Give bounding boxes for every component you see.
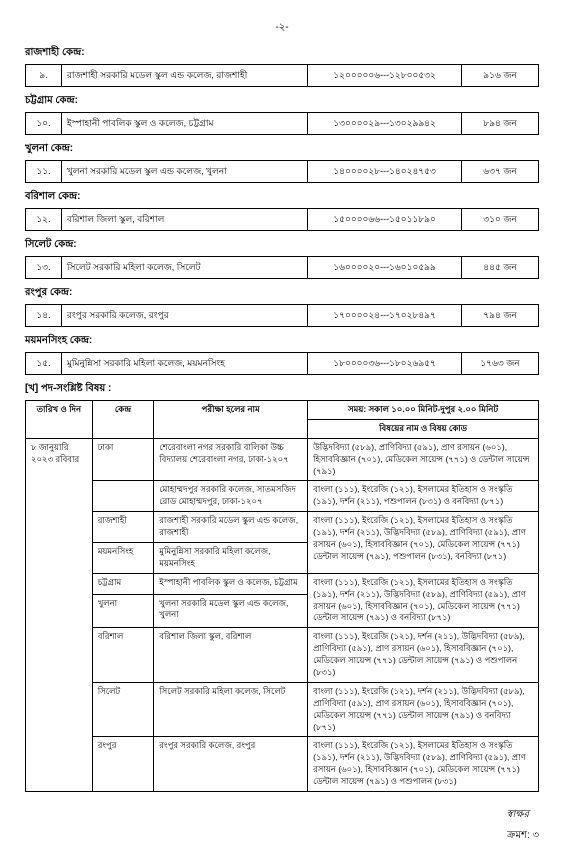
cell-sn: ১৪.: [26, 305, 62, 327]
table-row: ১১.খুলনা সরকারি মডেল স্কুল এন্ড কলেজ, খু…: [26, 161, 539, 183]
cell-count: ৯১৬ জন: [462, 65, 539, 87]
header-time: সময়: সকাল ১০.০০ মিনিট-দুপুর ২.০০ মিনিট: [308, 401, 539, 420]
cell-center: রংপুর: [92, 737, 154, 792]
center-table: ১৪.রংপুর সরকারি কলেজ, রংপুর১৭০০০০২৪---১৭…: [25, 304, 539, 327]
cell-name: ইস্পাহানী পাবলিক স্কুল ও কলেজ, চট্টগ্রাম: [61, 113, 307, 135]
cell-roll: ১৪০০০০২৮---১৪০২৪৭৫৩: [308, 161, 462, 183]
cell-subject: বাংলা (১১১), ইংরেজি (১২১), ইসলামের ইতিহা…: [308, 481, 539, 512]
header-hall: পরীক্ষা হলের নাম: [154, 401, 308, 439]
header-subject: বিষয়ের নাম ও বিষয় কোড: [308, 419, 539, 438]
cell-center: ঢাকা: [92, 438, 154, 481]
cell-hall: মুমিনুন্নিসা সরকারি মহিলা কলেজ, ময়মনসিং…: [154, 543, 308, 574]
cell-roll: ১৫০০০০৬৬---১৫০১১৮৯০: [308, 209, 462, 231]
center-table: ১৩.সিলেট সরকারি মহিলা কলেজ, সিলেট১৬০০০০২…: [25, 256, 539, 279]
cell-count: ৪৪৫ জন: [462, 257, 539, 279]
cell-center: সিলেট: [92, 682, 154, 737]
page-number: -২-: [25, 20, 539, 37]
subject-section-label: [খ] পদ-সংশ্লিষ্ট বিষয় :: [25, 381, 539, 398]
cell-name: রংপুর সরকারি কলেজ, রংপুর: [61, 305, 307, 327]
cell-hall: রংপুর সরকারি কলেজ, রংপুর: [154, 737, 308, 792]
center-label: চট্টগ্রাম কেন্দ্র:: [25, 93, 539, 110]
cell-hall: ইস্পাহানী পাবলিক স্কুল ও কলেজ, চট্টগ্রাম: [154, 573, 308, 594]
cell-count: ৭৯৪ জন: [462, 305, 539, 327]
cell-hall: মোহাম্মদপুর সরকারি কলেজ, সাতমসজিদ রোড মো…: [154, 481, 308, 512]
center-table: ১২.বরিশাল জিলা স্কুল, বরিশাল১৫০০০০৬৬---১…: [25, 208, 539, 231]
table-row: রংপুররংপুর সরকারি কলেজ, রংপুরবাংলা (১১১)…: [26, 737, 539, 792]
header-center: কেন্দ্র: [92, 401, 154, 439]
cell-center: চট্টগ্রাম: [92, 573, 154, 594]
table-row: ১৩.সিলেট সরকারি মহিলা কলেজ, সিলেট১৬০০০০২…: [26, 257, 539, 279]
cell-hall: শেরেবাংলা নগর সরকারি বালিকা উচ্চ বিদ্যাল…: [154, 438, 308, 481]
table-row: ৮ জানুয়ারি ২০২৩ রবিবারঢাকাশেরেবাংলা নগর…: [26, 438, 539, 481]
center-label: রংপুর কেন্দ্র:: [25, 285, 539, 302]
cell-count: ৬৩৭ জন: [462, 161, 539, 183]
center-table: ১১.খুলনা সরকারি মডেল স্কুল এন্ড কলেজ, খু…: [25, 160, 539, 183]
cell-center: খুলনা: [92, 594, 154, 628]
cell-center: ময়মনসিংহ: [92, 543, 154, 574]
cell-subject: উদ্ভিদবিদ্যা (৫৮৯), প্রাণিবিদ্যা (৫৯১), …: [308, 438, 539, 481]
table-row: মোহাম্মদপুর সরকারি কলেজ, সাতমসজিদ রোড মো…: [26, 481, 539, 512]
continuation: ক্রমশ: ৩: [507, 830, 539, 841]
cell-sn: ৯.: [26, 65, 62, 87]
table-row: রাজশাহীরাজশাহী সরকারি মডেল স্কুল এন্ড কল…: [26, 512, 539, 543]
cell-subject: বাংলা (১১১), ইংরেজি (১২১), ইসলামের ইতিহা…: [308, 512, 539, 574]
center-label: খুলনা কেন্দ্র:: [25, 141, 539, 158]
cell-roll: ১৮০০০০৩৬---১৮০২৬৯৫৭: [308, 353, 462, 375]
cell-name: রাজশাহী সরকারি মডেল স্কুল এন্ড কলেজ, রাজ…: [61, 65, 307, 87]
cell-sn: ১২.: [26, 209, 62, 231]
table-row: ১০.ইস্পাহানী পাবলিক স্কুল ও কলেজ, চট্টগ্…: [26, 113, 539, 135]
cell-sn: ১৫.: [26, 353, 62, 375]
table-row: ১৫.মুমিনুন্নিসা সরকারি মহিলা কলেজ, ময়মন…: [26, 353, 539, 375]
cell-subject: বাংলা (১১১), ইংরেজি (১২১), ইসলামের ইতিহা…: [308, 573, 539, 628]
table-row: সিলেটসিলেট সরকারি মহিলা কলেজ, সিলেটবাংলা…: [26, 682, 539, 737]
cell-sn: ১৩.: [26, 257, 62, 279]
cell-hall: সিলেট সরকারি মহিলা কলেজ, সিলেট: [154, 682, 308, 737]
cell-center: রাজশাহী: [92, 512, 154, 543]
table-row: ৯.রাজশাহী সরকারি মডেল স্কুল এন্ড কলেজ, র…: [26, 65, 539, 87]
signature: স্বাক্ষর: [506, 807, 529, 824]
cell-roll: ১৬০০০০২০---১৬০১০৫৯৯: [308, 257, 462, 279]
cell-roll: ১২০০০০০৬---১২৮০০৫৩২: [308, 65, 462, 87]
cell-date: ৮ জানুয়ারি ২০২৩ রবিবার: [26, 438, 93, 791]
cell-hall: বরিশাল জিলা স্কুল, বরিশাল: [154, 628, 308, 683]
cell-hall: খুলনা সরকারি মডেল স্কুল এন্ড কলেজ, খুলনা: [154, 594, 308, 628]
cell-count: ১৭৬৩ জন: [462, 353, 539, 375]
cell-sn: ১০.: [26, 113, 62, 135]
cell-roll: ১৩০০০০২৯---১৩০২৯৯৪২: [308, 113, 462, 135]
cell-name: বরিশাল জিলা স্কুল, বরিশাল: [61, 209, 307, 231]
center-table: ৯.রাজশাহী সরকারি মডেল স্কুল এন্ড কলেজ, র…: [25, 64, 539, 87]
center-label: বরিশাল কেন্দ্র:: [25, 189, 539, 206]
center-label: সিলেট কেন্দ্র:: [25, 237, 539, 254]
subject-table: তারিখ ও দিন কেন্দ্র পরীক্ষা হলের নাম সময…: [25, 400, 539, 792]
cell-name: খুলনা সরকারি মডেল স্কুল এন্ড কলেজ, খুলনা: [61, 161, 307, 183]
table-row: চট্টগ্রামইস্পাহানী পাবলিক স্কুল ও কলেজ, …: [26, 573, 539, 594]
table-row: ১৪.রংপুর সরকারি কলেজ, রংপুর১৭০০০০২৪---১৭…: [26, 305, 539, 327]
table-row: ১২.বরিশাল জিলা স্কুল, বরিশাল১৫০০০০৬৬---১…: [26, 209, 539, 231]
cell-roll: ১৭০০০০২৪---১৭০২৮৪৯৭: [308, 305, 462, 327]
header-date: তারিখ ও দিন: [26, 401, 93, 439]
center-label: ময়মনসিংহ কেন্দ্র:: [25, 333, 539, 350]
cell-count: ৩১০ জন: [462, 209, 539, 231]
cell-hall: রাজশাহী সরকারি মডেল স্কুল এন্ড কলেজ, রাজ…: [154, 512, 308, 543]
center-table: ১০.ইস্পাহানী পাবলিক স্কুল ও কলেজ, চট্টগ্…: [25, 112, 539, 135]
cell-name: সিলেট সরকারি মহিলা কলেজ, সিলেট: [61, 257, 307, 279]
cell-subject: বাংলা (১১১), ইংরেজি (১২১), ইসলামের ইতিহা…: [308, 737, 539, 792]
cell-count: ৮৯৪ জন: [462, 113, 539, 135]
cell-name: মুমিনুন্নিসা সরকারি মহিলা কলেজ, ময়মনসিং…: [61, 353, 307, 375]
cell-sn: ১১.: [26, 161, 62, 183]
table-row: বরিশালবরিশাল জিলা স্কুল, বরিশালবাংলা (১১…: [26, 628, 539, 683]
center-table: ১৫.মুমিনুন্নিসা সরকারি মহিলা কলেজ, ময়মন…: [25, 352, 539, 375]
center-label: রাজশাহী কেন্দ্র:: [25, 45, 539, 62]
cell-center: [92, 481, 154, 512]
cell-subject: বাংলা (১১১), ইংরেজি (১২১), দর্শন (২১১), …: [308, 682, 539, 737]
cell-center: বরিশাল: [92, 628, 154, 683]
cell-subject: বাংলা (১১১), ইংরেজি (১২১), দর্শন (২১১), …: [308, 628, 539, 683]
